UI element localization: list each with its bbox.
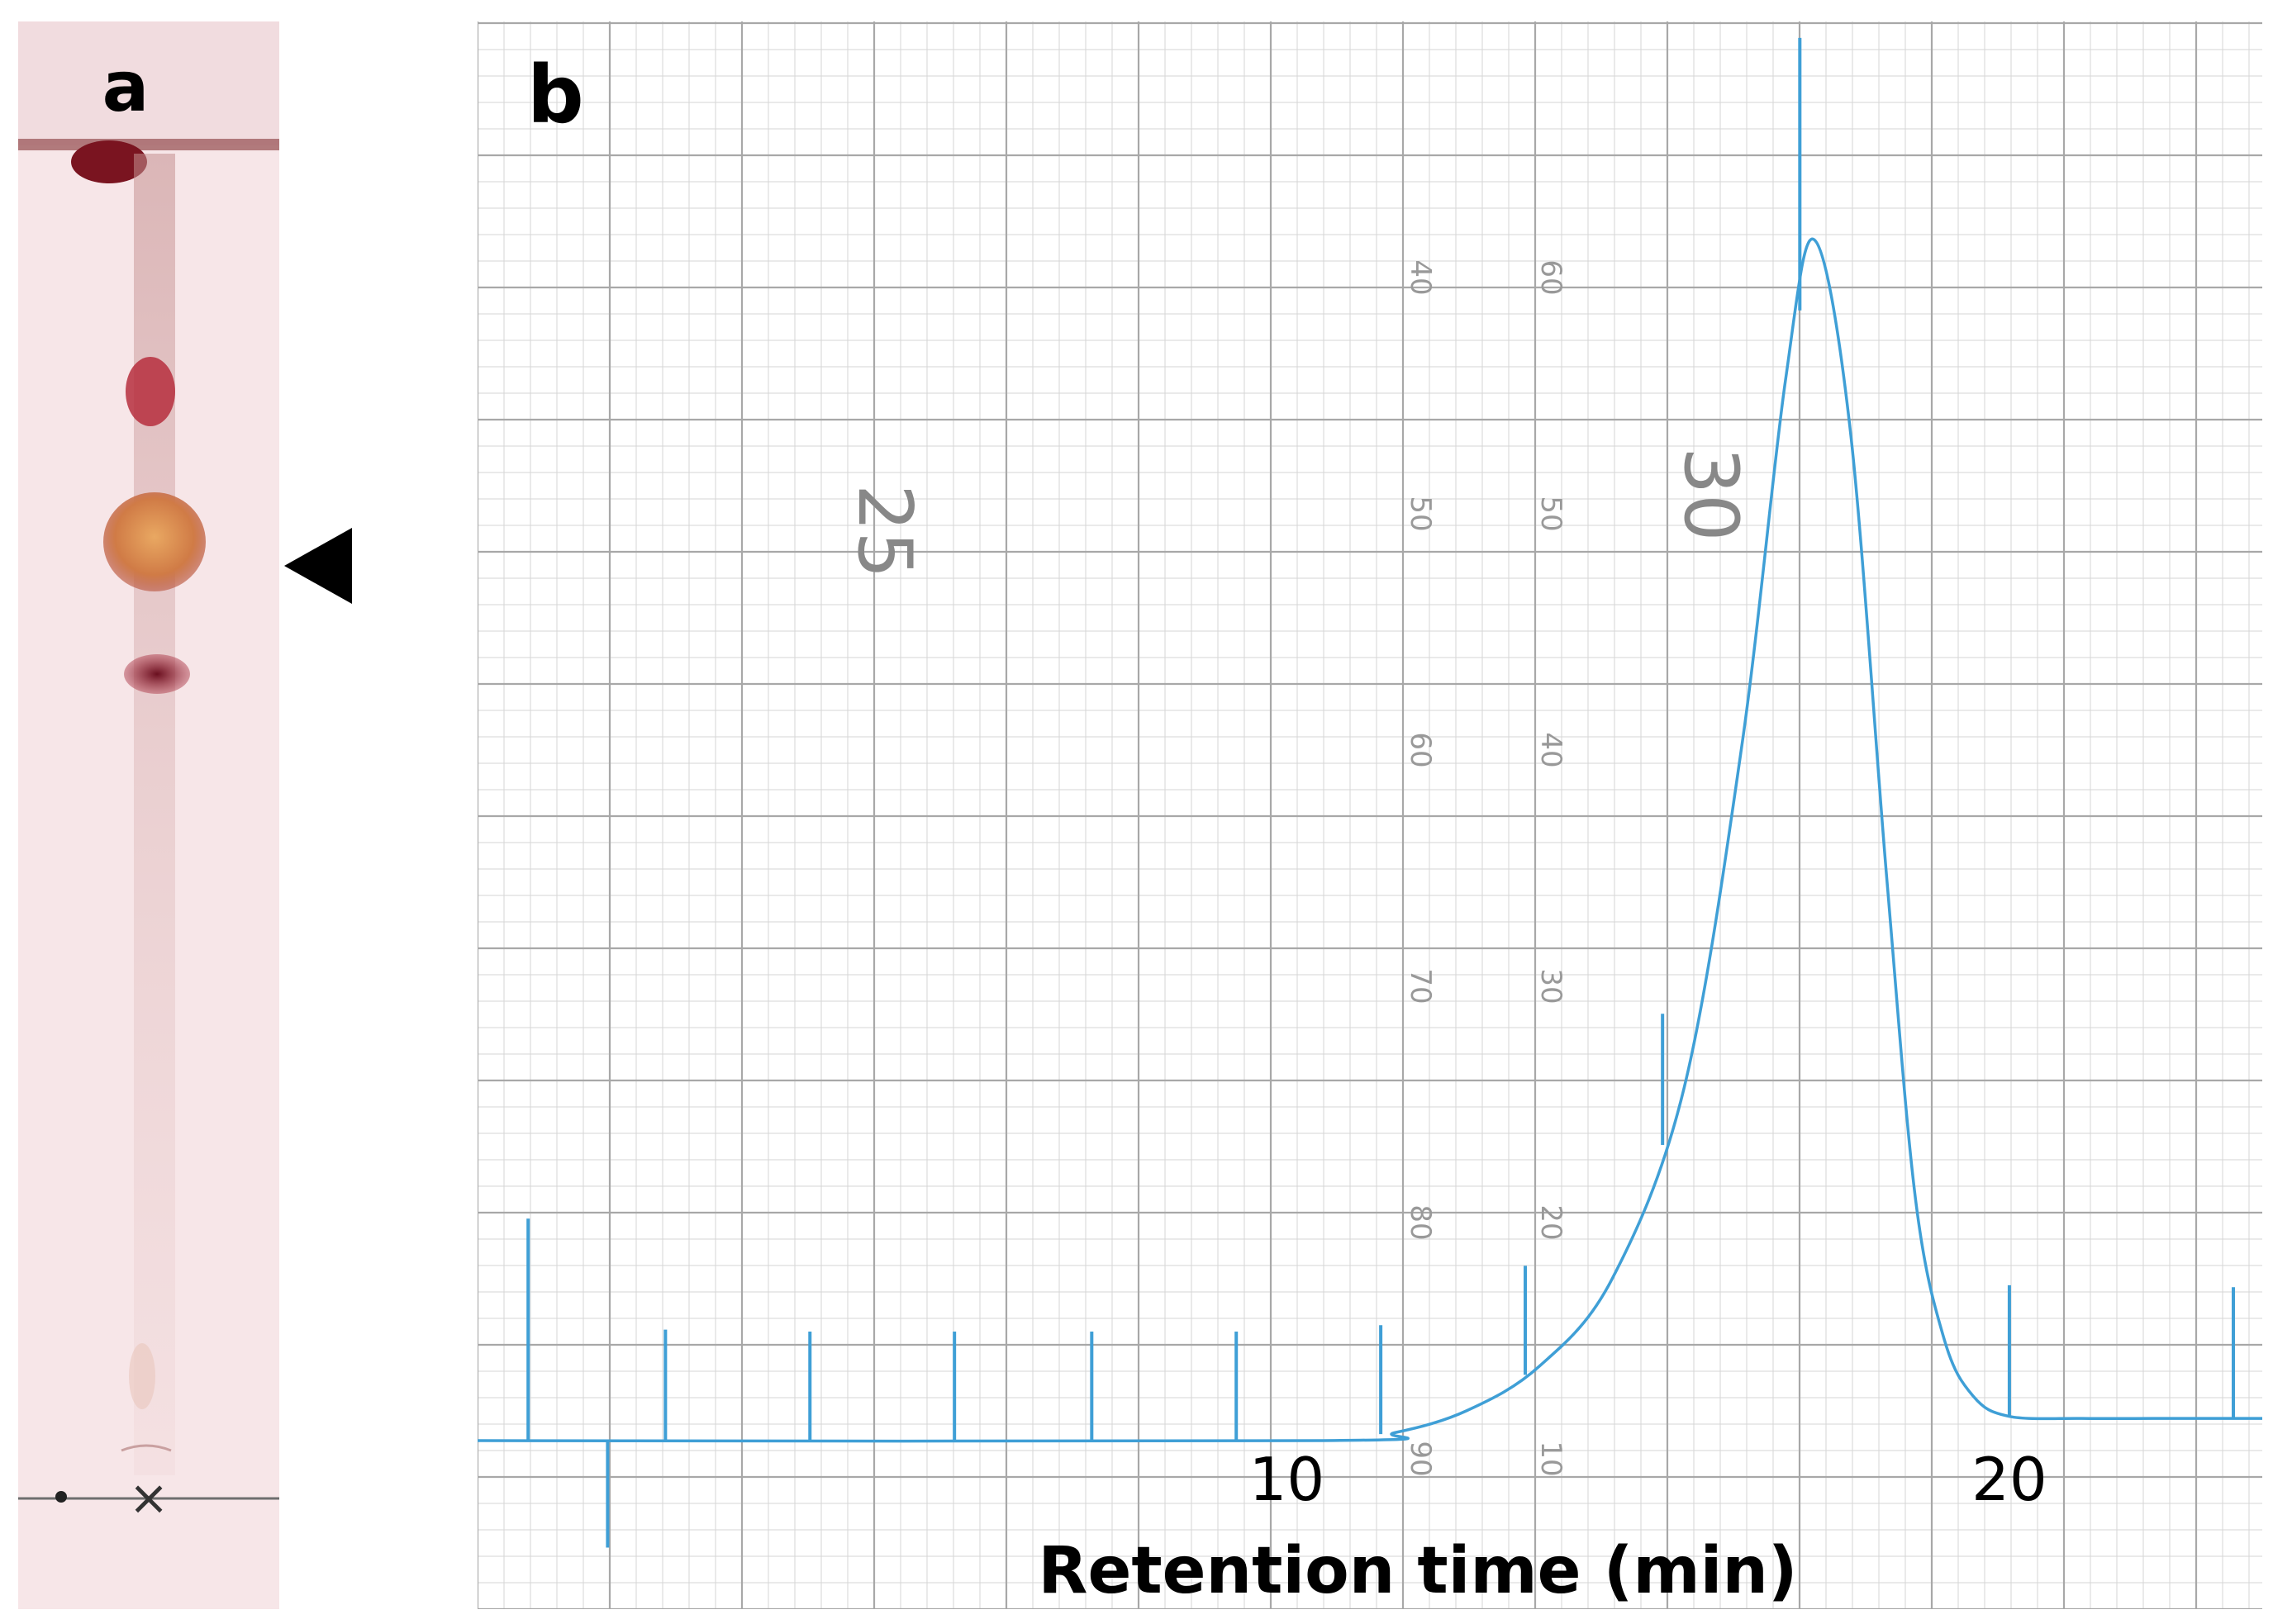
paper-scale-label: 40 (1404, 259, 1437, 295)
panel-a-tlc: × a (18, 21, 279, 1609)
paper-scale-right: 60 50 40 30 20 10 (1534, 259, 1567, 1476)
panel-letter-b: b (527, 49, 584, 141)
tlc-faint-spot (129, 1343, 155, 1409)
event-markers (526, 37, 2236, 1548)
tlc-plate-image: × a (18, 21, 279, 1609)
paper-scale-label: 50 (1534, 496, 1567, 531)
paper-scale-label: 50 (1404, 496, 1437, 531)
paper-scale-label: 40 (1534, 732, 1567, 767)
grid-major (476, 21, 2262, 1611)
x-tick-label: 10 (1249, 1445, 1325, 1514)
tlc-spot-target (103, 492, 206, 591)
chromatogram-trace (477, 237, 2262, 1443)
lane-streak (134, 154, 175, 1475)
tlc-spot-4 (124, 654, 190, 694)
paper-scale-label: 20 (1534, 1204, 1567, 1240)
x-tick-label: 20 (1971, 1445, 2047, 1514)
arrowhead-icon (284, 528, 352, 604)
chromatogram-chart: 25 30 40 50 60 70 80 90 60 50 40 30 20 10 10 20 Ret… (476, 21, 2262, 1611)
paper-number-30: 30 (1667, 447, 1754, 542)
solvent-front (18, 139, 279, 150)
panel-letter-a: a (102, 46, 150, 127)
paper-scale-label: 10 (1534, 1441, 1567, 1476)
origin-marker: × (129, 1470, 169, 1526)
panel-b-chromatogram: 25 30 40 50 60 70 80 90 60 50 40 30 20 10 10 20 Ret… (476, 21, 2262, 1611)
paper-scale-label: 60 (1534, 259, 1567, 295)
origin-dot (55, 1491, 67, 1503)
x-axis-label: Retention time (min) (1038, 1534, 1797, 1608)
paper-scale-label: 30 (1534, 968, 1567, 1004)
paper-scale-label: 60 (1404, 732, 1437, 767)
x-tick-labels: 10 20 (1249, 1445, 2047, 1514)
paper-scale-label: 80 (1404, 1204, 1437, 1240)
paper-scale-label: 90 (1404, 1441, 1437, 1476)
paper-number-25: 25 (841, 484, 928, 579)
tlc-spot-front (71, 140, 147, 183)
paper-scale-label: 70 (1404, 968, 1437, 1004)
tlc-spot-2 (126, 357, 175, 426)
paper-scale-left: 40 50 60 70 80 90 (1404, 259, 1437, 1476)
